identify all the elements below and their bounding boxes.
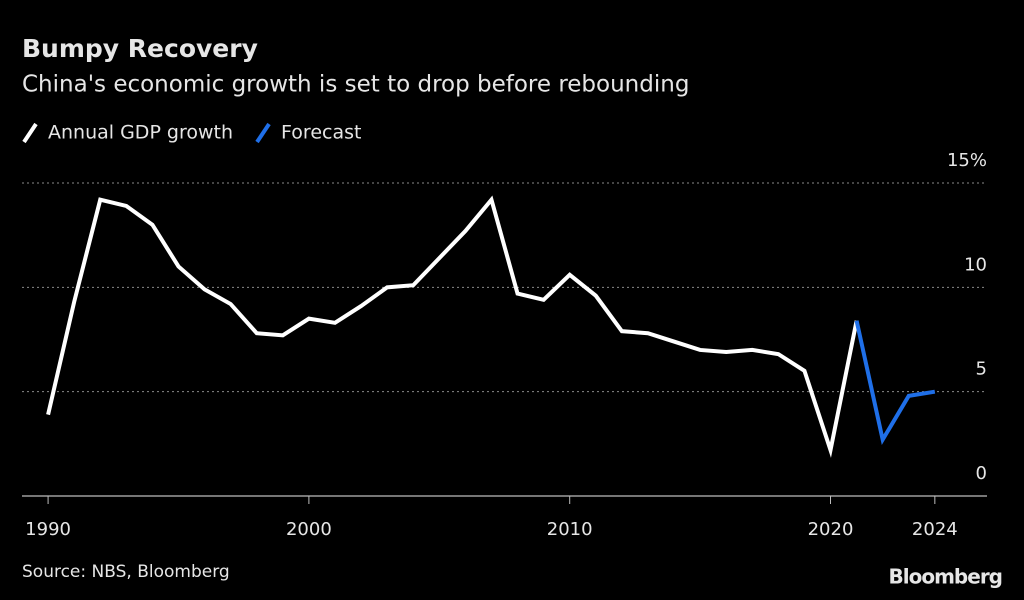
- y-tick-label: 5: [976, 359, 987, 380]
- y-tick-label: 0: [976, 463, 987, 484]
- x-tick-label: 2010: [547, 519, 593, 540]
- data-line: [46, 195, 859, 458]
- x-tick-label: 1990: [25, 519, 71, 540]
- y-tick-label: 10: [964, 254, 987, 275]
- y-tick-label: 15%: [947, 150, 987, 171]
- legend-swatch: [22, 122, 38, 144]
- data-line: [854, 320, 936, 446]
- x-tick-label: 2000: [286, 519, 332, 540]
- brand-logo: Bloomberg: [889, 565, 1002, 589]
- x-tick-label: 2024: [912, 519, 958, 540]
- legend-swatch: [255, 122, 271, 144]
- legend-label: Forecast: [281, 122, 361, 144]
- source: Source: NBS, Bloomberg: [22, 562, 230, 582]
- x-tick-label: 2020: [808, 519, 854, 540]
- chart-subtitle: China's economic growth is set to drop b…: [22, 72, 689, 98]
- legend-label: Annual GDP growth: [48, 122, 233, 144]
- chart-title: Bumpy Recovery: [22, 34, 258, 63]
